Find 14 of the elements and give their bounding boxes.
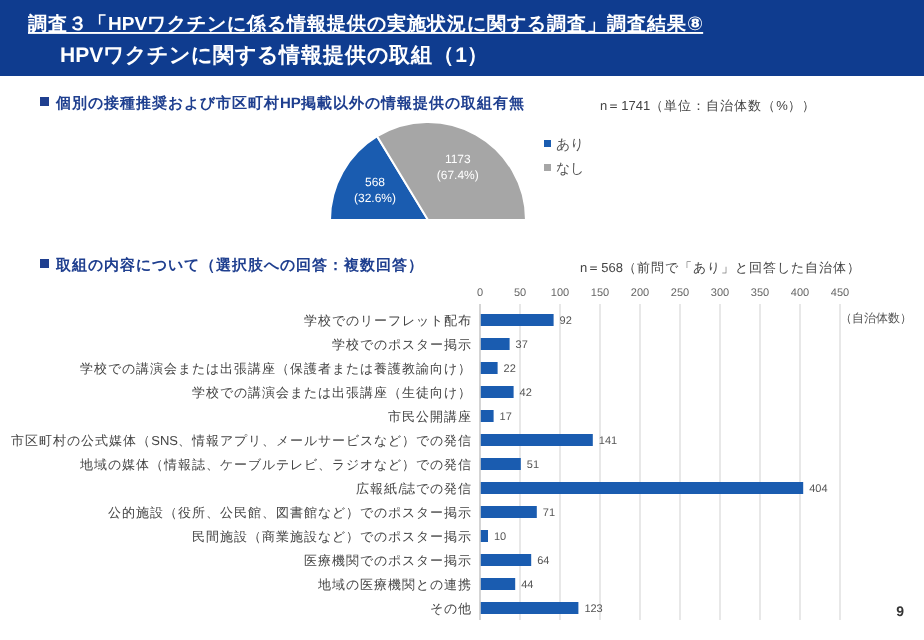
bar bbox=[480, 314, 554, 326]
bar bbox=[480, 362, 498, 374]
bar bbox=[480, 386, 514, 398]
bar bbox=[480, 506, 537, 518]
bar bbox=[480, 578, 516, 590]
text: 調査３「HPVワクチンに係る情報提供の実施状況に関する調査」調査結果⑧ bbox=[26, 12, 704, 36]
bar bbox=[480, 338, 510, 350]
bar bbox=[480, 410, 494, 422]
bar bbox=[480, 602, 579, 614]
bar bbox=[480, 458, 521, 470]
bar bbox=[480, 554, 532, 566]
text: HPVワクチンに関する情報提供の取組（1） bbox=[60, 42, 489, 68]
bar bbox=[480, 482, 804, 494]
bar bbox=[480, 434, 593, 446]
